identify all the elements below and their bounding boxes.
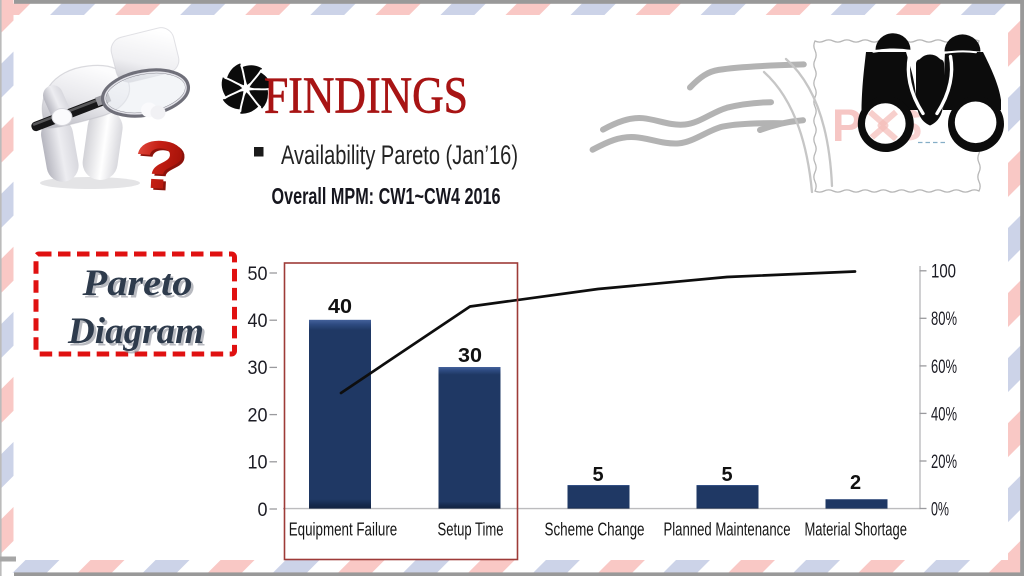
svg-text:20%: 20% — [931, 451, 957, 473]
svg-text:0%: 0% — [931, 498, 949, 520]
svg-text:P: P — [832, 100, 862, 151]
svg-text:50: 50 — [248, 263, 268, 285]
svg-text:60%: 60% — [931, 356, 957, 378]
svg-text:2: 2 — [850, 472, 861, 494]
svg-text:Planned Maintenance: Planned Maintenance — [664, 520, 791, 540]
svg-text:Diagram: Diagram — [67, 311, 204, 352]
svg-text:10: 10 — [248, 452, 268, 474]
svg-text:Pareto: Pareto — [84, 266, 195, 307]
svg-text:Diagram: Diagram — [69, 314, 206, 355]
svg-text:Setup Time: Setup Time — [438, 520, 504, 540]
svg-text:20: 20 — [248, 404, 268, 426]
svg-text:0: 0 — [258, 499, 268, 521]
svg-text:30: 30 — [458, 345, 482, 367]
svg-text:?: ? — [134, 127, 191, 206]
svg-text:40: 40 — [248, 310, 268, 332]
svg-text:FINDINGS: FINDINGS — [264, 68, 468, 125]
svg-text:30: 30 — [248, 357, 268, 379]
svg-text:100: 100 — [931, 261, 956, 283]
svg-text:Material Shortage: Material Shortage — [804, 520, 907, 540]
svg-text:Overall MPM: CW1~CW4 2016: Overall MPM: CW1~CW4 2016 — [272, 183, 501, 209]
svg-text:40: 40 — [328, 296, 352, 318]
svg-text:5: 5 — [721, 464, 732, 486]
svg-text:80%: 80% — [931, 308, 957, 330]
svg-text:Pareto: Pareto — [81, 263, 192, 304]
svg-text:Availability Pareto (Jan’16): Availability Pareto (Jan’16) — [281, 140, 518, 170]
svg-text:?: ? — [131, 125, 188, 204]
svg-text:5: 5 — [592, 464, 603, 486]
svg-text:40%: 40% — [931, 403, 957, 425]
svg-text:Scheme Change: Scheme Change — [545, 520, 645, 540]
svg-text:Equipment Failure: Equipment Failure — [289, 520, 398, 540]
